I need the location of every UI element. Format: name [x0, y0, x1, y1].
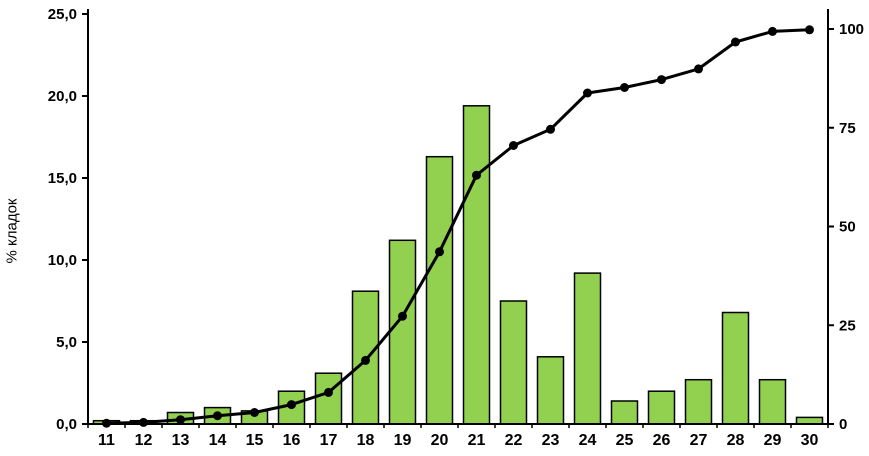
x-axis-label: 13 — [172, 432, 190, 449]
right-axis-tick-label: 50 — [839, 219, 856, 236]
right-axis-tick-label: 75 — [839, 120, 856, 137]
cumulative-point-28 — [731, 37, 740, 47]
bar-21 — [462, 105, 491, 425]
x-axis-label: 12 — [135, 432, 153, 449]
bar-25 — [610, 400, 639, 425]
cumulative-point-18 — [361, 355, 370, 365]
left-axis-tick-label: 20,0 — [48, 88, 77, 105]
x-axis-label: 25 — [616, 432, 634, 449]
left-axis-tick-label: 10,0 — [48, 252, 77, 269]
right-axis-tick-label: 100 — [839, 21, 864, 38]
x-axis-label: 11 — [98, 432, 115, 449]
right-axis-tick-label: 25 — [839, 317, 856, 334]
cumulative-point-29 — [768, 26, 777, 36]
x-axis-label: 14 — [209, 432, 227, 449]
cumulative-point-16 — [287, 400, 296, 410]
cumulative-point-21 — [472, 170, 481, 180]
cumulative-point-24 — [583, 88, 592, 98]
left-axis-tick-label: 25,0 — [48, 6, 77, 23]
x-axis-label: 19 — [394, 432, 412, 449]
cumulative-point-27 — [694, 64, 703, 74]
cumulative-point-22 — [509, 141, 518, 150]
bar-28 — [721, 311, 750, 425]
x-axis-label: 18 — [357, 432, 375, 449]
x-axis-label: 30 — [801, 432, 819, 449]
x-axis-label: 20 — [431, 432, 449, 449]
x-axis-label: 26 — [653, 432, 671, 449]
x-axis-label: 15 — [246, 432, 264, 449]
bar-27 — [684, 378, 713, 425]
x-axis-label: 23 — [542, 432, 560, 449]
x-axis-label: 28 — [727, 432, 745, 449]
bar-22 — [499, 300, 528, 425]
x-axis-label: 22 — [505, 432, 523, 449]
cumulative-point-30 — [805, 25, 814, 35]
x-axis-label: 17 — [320, 432, 338, 449]
cumulative-line — [105, 28, 811, 425]
bar-19 — [388, 239, 417, 425]
x-axis-label: 21 — [468, 432, 486, 449]
bar-23 — [536, 356, 565, 425]
cumulative-point-23 — [546, 124, 555, 134]
left-axis-title: % кладок — [3, 198, 21, 264]
left-axis-tick-label: 15,0 — [48, 170, 77, 187]
cumulative-point-19 — [398, 311, 407, 321]
cumulative-point-17 — [324, 387, 333, 397]
cumulative-point-26 — [657, 75, 666, 85]
x-axis-label: 24 — [579, 432, 597, 449]
cumulative-point-25 — [620, 83, 629, 92]
x-axis-label: 29 — [764, 432, 782, 449]
cumulative-point-20 — [435, 247, 444, 257]
left-axis-tick-label: 5,0 — [56, 334, 77, 351]
bar-29 — [758, 378, 787, 425]
bar-17 — [314, 372, 343, 425]
cumulative-point-14 — [213, 411, 222, 421]
bar-26 — [647, 390, 676, 425]
right-axis-tick-label: 0 — [839, 416, 847, 433]
cumulative-point-15 — [250, 408, 259, 417]
x-axis-label: 27 — [690, 432, 708, 449]
left-axis-tick-label: 0,0 — [56, 416, 77, 433]
x-axis-label: 16 — [283, 432, 301, 449]
bar-20 — [425, 155, 454, 425]
cumulative-point-13 — [176, 415, 185, 425]
bar-24 — [573, 272, 602, 425]
cumulative-point-12 — [139, 417, 148, 427]
cumulative-point-11 — [102, 418, 111, 428]
